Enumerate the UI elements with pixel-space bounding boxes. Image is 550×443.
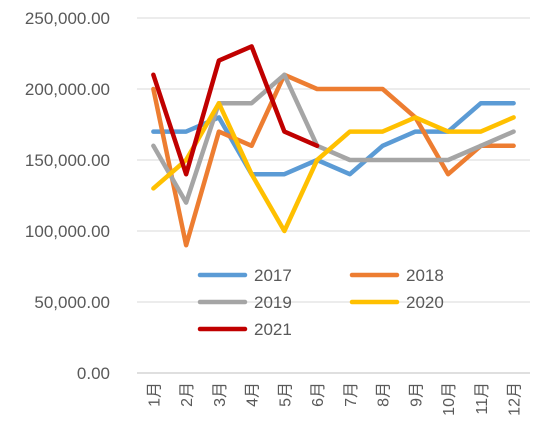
- x-tick-label: 4月: [245, 382, 262, 407]
- legend-item-2021: 2021: [200, 320, 292, 339]
- y-tick-label: 100,000.00: [25, 222, 110, 241]
- legend-label: 2020: [406, 293, 444, 312]
- legend-label: 2018: [406, 266, 444, 285]
- y-tick-label: 200,000.00: [25, 80, 110, 99]
- legend-label: 2021: [254, 320, 292, 339]
- x-tick-label: 9月: [408, 382, 425, 407]
- legend-item-2017: 2017: [200, 266, 292, 285]
- x-axis: 1月 2月 3月 4月 5月 6月 7月 8月 9月 10月 11月 12月: [146, 382, 523, 416]
- x-tick-label: 7月: [343, 382, 360, 407]
- legend-item-2020: 2020: [352, 293, 444, 312]
- x-tick-label: 11月: [474, 382, 491, 415]
- legend-label: 2017: [254, 266, 292, 285]
- x-tick-label: 8月: [376, 382, 393, 407]
- legend-item-2018: 2018: [352, 266, 444, 285]
- series-2021: [153, 46, 317, 174]
- x-tick-label: 1月: [146, 382, 163, 407]
- y-tick-label: 150,000.00: [25, 151, 110, 170]
- y-axis: 0.00 50,000.00 100,000.00 150,000.00 200,000…: [25, 9, 110, 383]
- y-tick-label: 50,000.00: [34, 293, 110, 312]
- x-tick-label: 2月: [179, 382, 196, 407]
- x-tick-label: 10月: [441, 382, 458, 416]
- y-tick-label: 250,000.00: [25, 9, 110, 28]
- x-tick-label: 5月: [277, 382, 294, 407]
- x-tick-label: 3月: [212, 382, 229, 407]
- legend-item-2019: 2019: [200, 293, 292, 312]
- y-tick-label: 0.00: [77, 364, 110, 383]
- x-tick-label: 6月: [310, 382, 327, 407]
- series-lines: [153, 46, 513, 245]
- gridlines: [137, 18, 530, 373]
- legend-label: 2019: [254, 293, 292, 312]
- series-line-2021: [153, 46, 317, 174]
- x-tick-label: 12月: [507, 382, 524, 416]
